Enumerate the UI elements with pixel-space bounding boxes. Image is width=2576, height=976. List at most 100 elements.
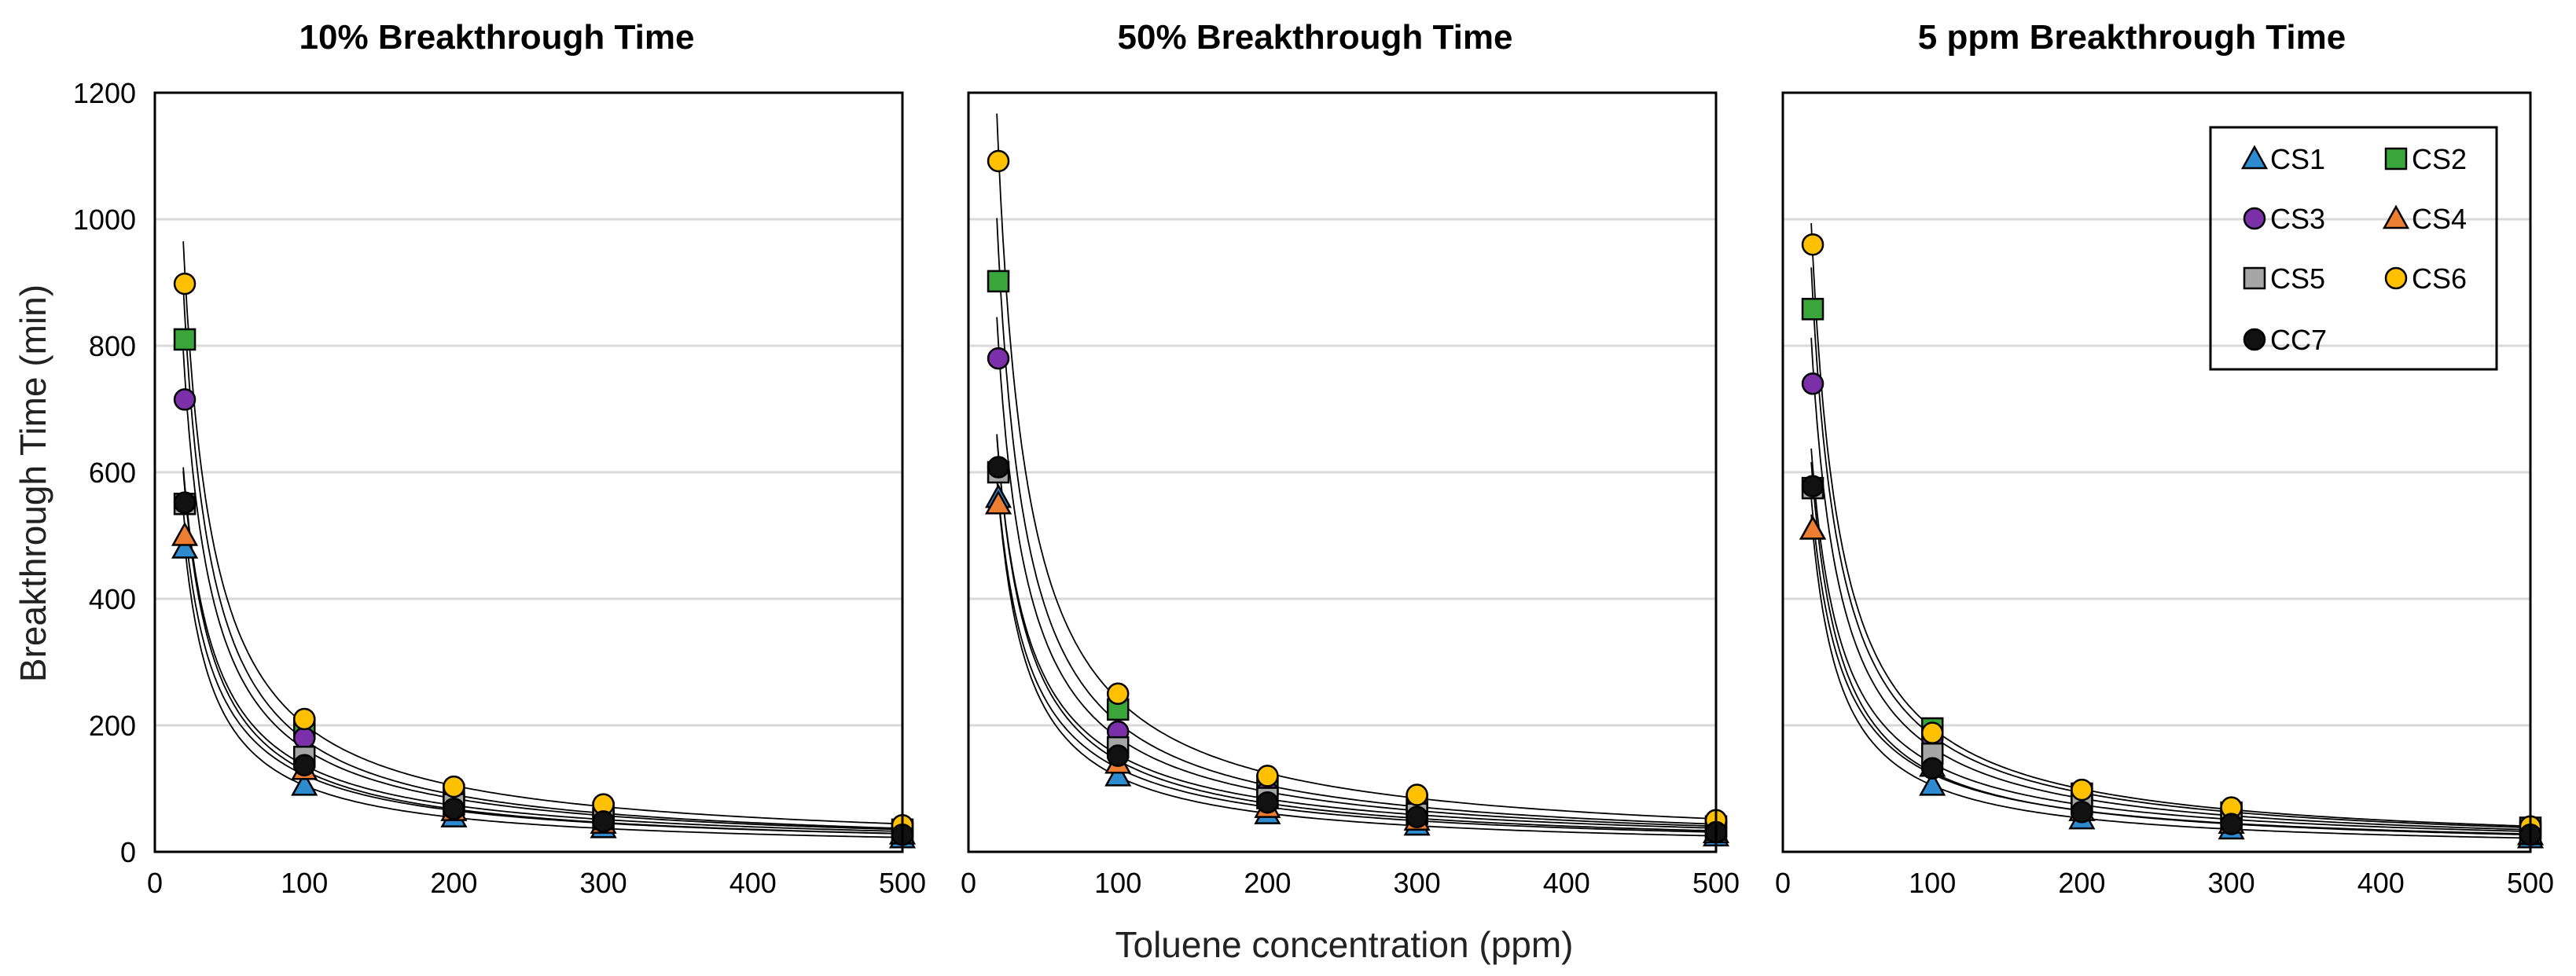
data-point-cc7: [1920, 757, 1944, 780]
data-point-cs6: [1801, 233, 1825, 256]
x-tick-label: 200: [1244, 867, 1291, 899]
fit-curve-cs3: [996, 317, 1717, 827]
legend-marker-cs5: [2243, 266, 2266, 290]
fit-curve-cs2: [182, 286, 903, 830]
legend-label-cs5: CS5: [2270, 262, 2325, 295]
legend-label-cc7: CC7: [2270, 324, 2327, 356]
fit-curve-cc7: [996, 434, 1717, 832]
legend-box: [2209, 126, 2498, 371]
panel-2-title: 50% Breakthrough Time: [1118, 18, 1513, 57]
data-point-cs6: [1106, 682, 1130, 705]
panel-5ppm: 0 100 200 300 400 500: [1775, 91, 2554, 899]
x-axis-label: Toluene concentration (ppm): [1115, 924, 1574, 965]
x-tick-label: 300: [580, 867, 627, 899]
fit-curve-cs5: [182, 467, 903, 832]
data-point-cs3: [292, 726, 316, 750]
x-tick-label: 0: [147, 867, 163, 899]
legend: CS1 CS2 CS3 CS4 CS5 CS6 CC7: [2209, 126, 2498, 371]
data-point-cc7: [2220, 813, 2243, 835]
fit-curve-cs3: [182, 350, 903, 831]
data-point-cc7: [987, 456, 1010, 479]
data-point-cc7: [2071, 801, 2093, 824]
fit-curve-cs2: [1810, 267, 2531, 829]
data-point-cc7: [292, 754, 316, 776]
fit-curve-cs4: [996, 477, 1717, 833]
fit-curve-cs6: [182, 241, 903, 825]
data-point-cc7: [173, 491, 197, 514]
data-point-cc7: [1406, 805, 1428, 828]
y-axis-label: Breakthrough Time (min): [13, 284, 53, 682]
fit-curve-cc7: [1810, 461, 2531, 836]
fit-curve-cs6: [1810, 222, 2531, 827]
y-tick-label: 1000: [73, 204, 136, 236]
legend-marker-cs3: [2243, 207, 2266, 230]
data-point-cs1: [1919, 771, 1946, 796]
data-point-cs6: [1406, 783, 1428, 806]
y-tick-label: 0: [120, 836, 136, 868]
data-point-cs3: [173, 388, 197, 411]
panel-10pct: 0 100 200 300 400 500 0 200 400 600 800 1000 1200: [73, 77, 926, 899]
data-point-cs6: [173, 272, 197, 295]
x-tick-label: 0: [1775, 867, 1791, 899]
x-tick-label: 100: [1909, 867, 1956, 899]
fit-curve-cs1: [182, 530, 903, 838]
x-tick-label: 400: [729, 867, 777, 899]
x-tick-label: 500: [2507, 867, 2554, 899]
data-point-cc7: [1801, 475, 1825, 497]
y-tick-label: 200: [89, 710, 136, 742]
fit-curve-cs5: [1810, 448, 2531, 832]
x-tick-label: 100: [1094, 867, 1141, 899]
data-point-cs6: [443, 775, 465, 798]
data-point-cs6: [987, 149, 1010, 173]
plot-area-frame: [153, 91, 904, 853]
fit-curve-cs6: [996, 113, 1717, 820]
legend-marker-cs6: [2384, 266, 2408, 290]
x-tick-label: 100: [281, 867, 328, 899]
y-tick-label: 400: [89, 583, 136, 615]
data-point-cs2: [173, 328, 197, 351]
data-point-cs1: [1104, 761, 1132, 787]
data-point-cs6: [1920, 721, 1944, 744]
data-point-cs1: [171, 534, 199, 559]
data-point-cs6: [292, 707, 316, 731]
x-tick-label: 400: [1543, 867, 1590, 899]
fit-curve-cs2: [996, 218, 1717, 825]
fit-curve-cs1: [1810, 514, 2531, 839]
x-tick-label: 0: [961, 867, 976, 899]
data-point-cc7: [592, 810, 615, 833]
data-point-cc7: [1256, 791, 1279, 814]
panel-3-title: 5 ppm Breakthrough Time: [1918, 18, 2346, 57]
legend-label-cs6: CS6: [2412, 262, 2467, 295]
data-point-cs4: [984, 490, 1012, 515]
panel-50pct: 0 100 200 300 400 500: [961, 91, 1740, 899]
legend-marker-cs1: [2240, 145, 2269, 170]
data-point-cs1: [291, 771, 318, 796]
x-tick-label: 300: [2208, 867, 2255, 899]
plot-area-frame: [967, 91, 1718, 853]
x-tick-label: 300: [1394, 867, 1441, 899]
data-point-cs6: [1256, 765, 1279, 787]
data-point-cs3: [1801, 372, 1825, 395]
plot-area-frame: [1781, 91, 2532, 853]
legend-label-cs3: CS3: [2270, 203, 2325, 235]
data-point-cs6: [2071, 778, 2093, 802]
data-point-cs2: [1801, 298, 1825, 321]
x-tick-label: 200: [430, 867, 477, 899]
data-point-cs3: [987, 347, 1010, 370]
y-tick-label: 800: [89, 330, 136, 362]
legend-marker-cs2: [2384, 147, 2408, 171]
fit-curve-cs5: [996, 436, 1717, 829]
x-tick-label: 500: [879, 867, 926, 899]
data-point-cs2: [987, 270, 1010, 293]
legend-label-cs4: CS4: [2412, 203, 2467, 235]
legend-label-cs1: CS1: [2270, 143, 2325, 175]
y-tick-label: 1200: [73, 77, 136, 109]
data-point-cs4: [171, 521, 199, 546]
data-point-cs4: [1799, 515, 1827, 540]
x-tick-label: 200: [2058, 867, 2105, 899]
data-point-cc7: [443, 798, 465, 820]
panel-1-title: 10% Breakthrough Time: [299, 18, 695, 57]
legend-label-cs2: CS2: [2412, 143, 2467, 175]
